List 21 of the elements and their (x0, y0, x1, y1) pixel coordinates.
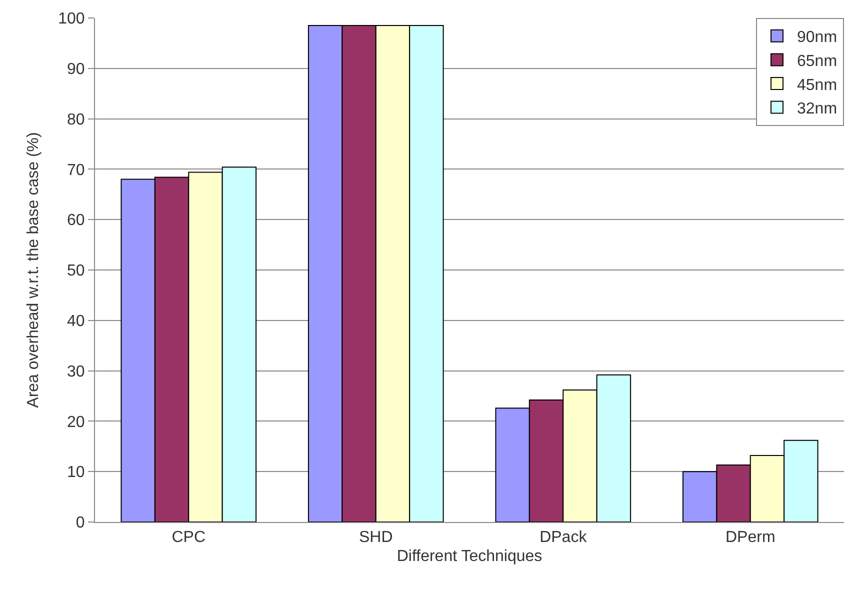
y-tick-label: 70 (67, 162, 85, 179)
y-tick-label: 100 (58, 10, 85, 28)
x-tick-label: DPack (540, 529, 588, 546)
y-tick-label: 30 (67, 363, 85, 380)
y-tick-label: 40 (67, 313, 85, 330)
legend-label: 32nm (797, 100, 838, 118)
legend-label: 65nm (797, 52, 838, 70)
y-tick-label: 0 (76, 514, 85, 532)
x-axis-title: Different Techniques (396, 548, 542, 565)
legend-label: 45nm (797, 76, 838, 94)
y-tick-label: 90 (67, 61, 85, 78)
y-tick-label: 10 (67, 464, 85, 482)
x-tick-label: CPC (172, 529, 206, 546)
y-tick-label: 20 (67, 414, 85, 431)
x-tick-label: SHD (358, 529, 393, 546)
x-tick-label: DPerm (725, 529, 776, 546)
y-axis-title: Area overhead w.r.t. the base case (%) (24, 132, 42, 408)
legend-label: 90nm (797, 29, 838, 46)
y-tick-label: 80 (67, 111, 85, 128)
y-tick-label: 60 (67, 212, 85, 230)
y-tick-label: 50 (67, 262, 85, 280)
